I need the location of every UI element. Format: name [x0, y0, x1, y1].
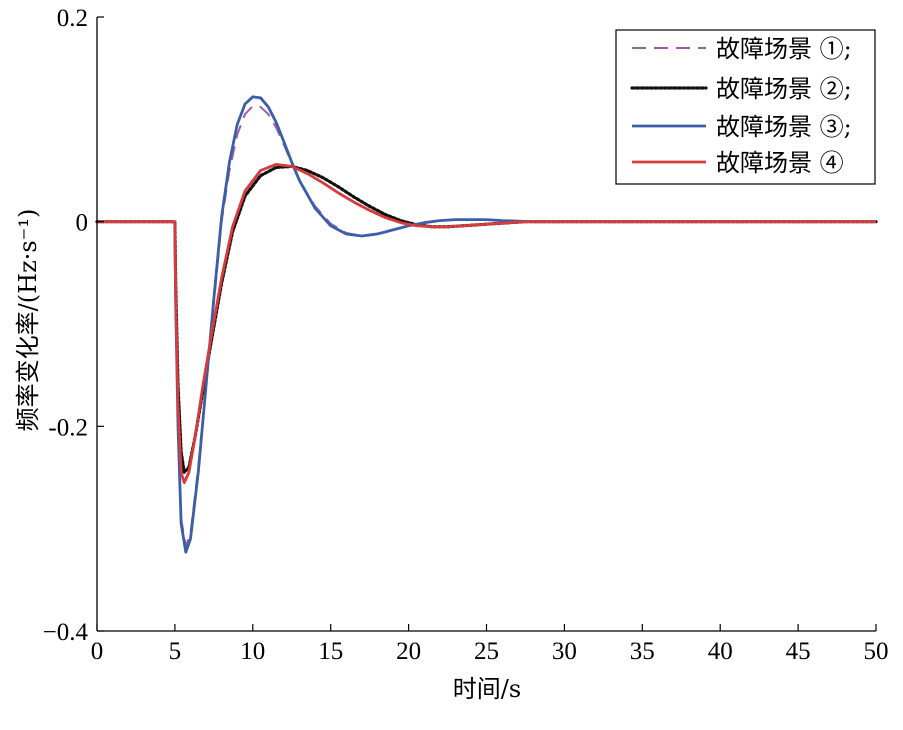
x-tick-label: 50: [864, 638, 889, 665]
legend-label-3: 故障场景 ③;: [716, 113, 852, 141]
legend-label-2: 故障场景 ②;: [716, 75, 852, 103]
x-tick-label: 15: [318, 638, 343, 665]
x-tick-label: 40: [708, 638, 733, 665]
x-tick-label: 35: [630, 638, 655, 665]
legend-box: [615, 29, 876, 185]
x-tick-label: 0: [91, 638, 104, 665]
x-tick-label: 45: [786, 638, 811, 665]
y-tick-label: 0: [76, 210, 89, 237]
series-line-4: [97, 162, 876, 485]
x-axis-label: 时间/s: [453, 675, 521, 703]
x-tick-label: 30: [552, 638, 577, 665]
x-tick-label: 20: [396, 638, 421, 665]
y-axis-label: 频率变化率/(Hz·s⁻¹): [14, 209, 42, 432]
y-tick-label: -0.2: [48, 414, 88, 441]
series-line-3: [97, 95, 876, 554]
legend-label-4: 故障场景 ④: [716, 149, 844, 177]
y-tick-label: 0.2: [57, 5, 88, 32]
x-tick-label: 5: [169, 638, 182, 665]
ticks: 0 5 10 15 20 25 30 35 40 45 50 −0.4 -0.2 0 0.2: [43, 5, 889, 665]
legend: 故障场景 ①; 故障场景 ②; 故障场景 ③; 故障场景 ④: [615, 29, 876, 185]
plot-lines: [95, 95, 878, 554]
x-tick-label: 10: [240, 638, 265, 665]
x-tick-label: 25: [474, 638, 499, 665]
y-tick-label: −0.4: [43, 619, 89, 646]
legend-label-1: 故障场景 ①;: [716, 35, 852, 63]
